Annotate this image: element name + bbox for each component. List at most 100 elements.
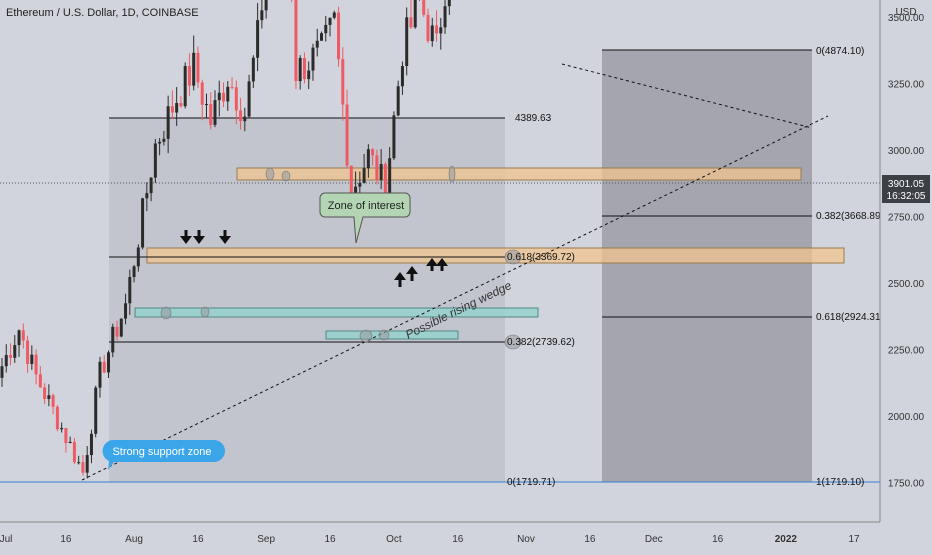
candle-body[interactable] — [13, 345, 17, 358]
candle-body[interactable] — [153, 143, 157, 178]
candle-body[interactable] — [81, 462, 85, 473]
candle-body[interactable] — [55, 406, 59, 430]
candle-body[interactable] — [132, 266, 136, 278]
candle-body[interactable] — [311, 47, 315, 71]
candle-body[interactable] — [256, 20, 260, 58]
resistance-zone[interactable] — [236, 167, 802, 181]
candle-body[interactable] — [183, 66, 187, 107]
candle-body[interactable] — [379, 163, 383, 180]
candle-body[interactable] — [409, 17, 413, 28]
candle-body[interactable] — [243, 116, 247, 122]
candle-body[interactable] — [179, 103, 183, 107]
candle-body[interactable] — [213, 100, 217, 125]
candle-body[interactable] — [115, 326, 119, 337]
candle-body[interactable] — [149, 177, 153, 194]
candle-body[interactable] — [328, 17, 332, 25]
support-zone-teal-lower[interactable] — [325, 330, 459, 340]
candle-body[interactable] — [443, 6, 447, 28]
candle-body[interactable] — [119, 318, 123, 337]
candle-body[interactable] — [192, 52, 196, 86]
candle-body[interactable] — [111, 326, 115, 353]
time-axis[interactable]: Jul 16 Aug 16 Sep 16 Oct 16 Nov 16 Dec 16 2022 17 — [0, 521, 932, 550]
candle-body[interactable] — [294, 0, 298, 82]
candle-body[interactable] — [341, 59, 345, 105]
candle-body[interactable] — [68, 441, 72, 443]
candle-body[interactable] — [141, 198, 145, 248]
descending-trendline[interactable] — [561, 63, 813, 129]
candle-body[interactable] — [447, 0, 451, 7]
candle-body[interactable] — [30, 354, 34, 364]
candle-body[interactable] — [362, 168, 366, 184]
candle-body[interactable] — [72, 441, 76, 463]
price-axis[interactable]: USD 5000.004750.004500.004250.004000.003… — [879, 0, 932, 555]
candle-body[interactable] — [247, 81, 251, 117]
candle-body[interactable] — [400, 66, 404, 87]
candle-body[interactable] — [358, 183, 362, 187]
candle-body[interactable] — [94, 387, 98, 434]
support-zone-orange[interactable] — [146, 247, 845, 264]
candle-body[interactable] — [196, 52, 200, 83]
candle-body[interactable] — [302, 57, 306, 80]
candle-body[interactable] — [413, 0, 417, 28]
candle-body[interactable] — [98, 361, 102, 388]
support-zone-callout[interactable]: Strong support zone — [102, 439, 225, 470]
zone-of-interest-callout[interactable]: Zone of interest — [319, 192, 411, 244]
candle-body[interactable] — [320, 33, 323, 41]
candle-body[interactable] — [17, 330, 21, 346]
support-zone-teal-upper[interactable] — [134, 307, 539, 318]
candle-body[interactable] — [345, 104, 349, 166]
candle-body[interactable] — [175, 103, 179, 113]
candle-body[interactable] — [422, 0, 426, 15]
candle-body[interactable] — [222, 92, 226, 102]
candle-body[interactable] — [435, 25, 439, 34]
candle-body[interactable] — [60, 428, 64, 430]
candle-body[interactable] — [102, 361, 106, 373]
candle-body[interactable] — [51, 395, 55, 407]
candle-body[interactable] — [217, 92, 221, 101]
candle-body[interactable] — [170, 106, 174, 113]
candle-body[interactable] — [107, 352, 110, 373]
candle-body[interactable] — [439, 27, 443, 34]
candle-body[interactable] — [354, 186, 358, 197]
candle-body[interactable] — [388, 158, 392, 205]
candle-body[interactable] — [239, 110, 243, 122]
candle-body[interactable] — [145, 193, 149, 199]
candle-body[interactable] — [187, 66, 191, 86]
candle-body[interactable] — [43, 387, 47, 400]
candle-body[interactable] — [234, 87, 238, 111]
candle-body[interactable] — [371, 149, 375, 156]
candle-body[interactable] — [166, 106, 170, 139]
rising-wedge-line[interactable] — [81, 115, 829, 481]
candle-body[interactable] — [251, 57, 255, 82]
candle-body[interactable] — [85, 455, 89, 473]
candle-body[interactable] — [332, 12, 336, 18]
candle-body[interactable] — [209, 104, 213, 125]
candle-body[interactable] — [307, 70, 311, 80]
candle-body[interactable] — [162, 138, 166, 142]
candle-body[interactable] — [260, 10, 264, 21]
candle-body[interactable] — [77, 462, 81, 464]
candle-body[interactable] — [124, 303, 128, 319]
candle-body[interactable] — [366, 149, 370, 169]
candle-body[interactable] — [128, 277, 132, 304]
candle-body[interactable] — [0, 366, 4, 378]
candle-body[interactable] — [315, 40, 319, 48]
candle-body[interactable] — [392, 115, 396, 159]
candle-body[interactable] — [396, 86, 400, 116]
candle-body[interactable] — [426, 14, 430, 42]
candle-body[interactable] — [21, 330, 25, 341]
candle-body[interactable] — [226, 86, 230, 102]
candle-body[interactable] — [349, 165, 353, 197]
candle-body[interactable] — [38, 374, 42, 388]
candle-body[interactable] — [383, 163, 387, 205]
candle-body[interactable] — [34, 354, 38, 375]
candle-body[interactable] — [324, 24, 328, 34]
candle-body[interactable] — [230, 86, 234, 88]
candle-body[interactable] — [9, 355, 13, 358]
candle-body[interactable] — [89, 433, 93, 456]
candle-body[interactable] — [47, 395, 51, 400]
candle-body[interactable] — [158, 141, 162, 144]
candle-body[interactable] — [298, 57, 302, 82]
candle-body[interactable] — [200, 82, 204, 105]
